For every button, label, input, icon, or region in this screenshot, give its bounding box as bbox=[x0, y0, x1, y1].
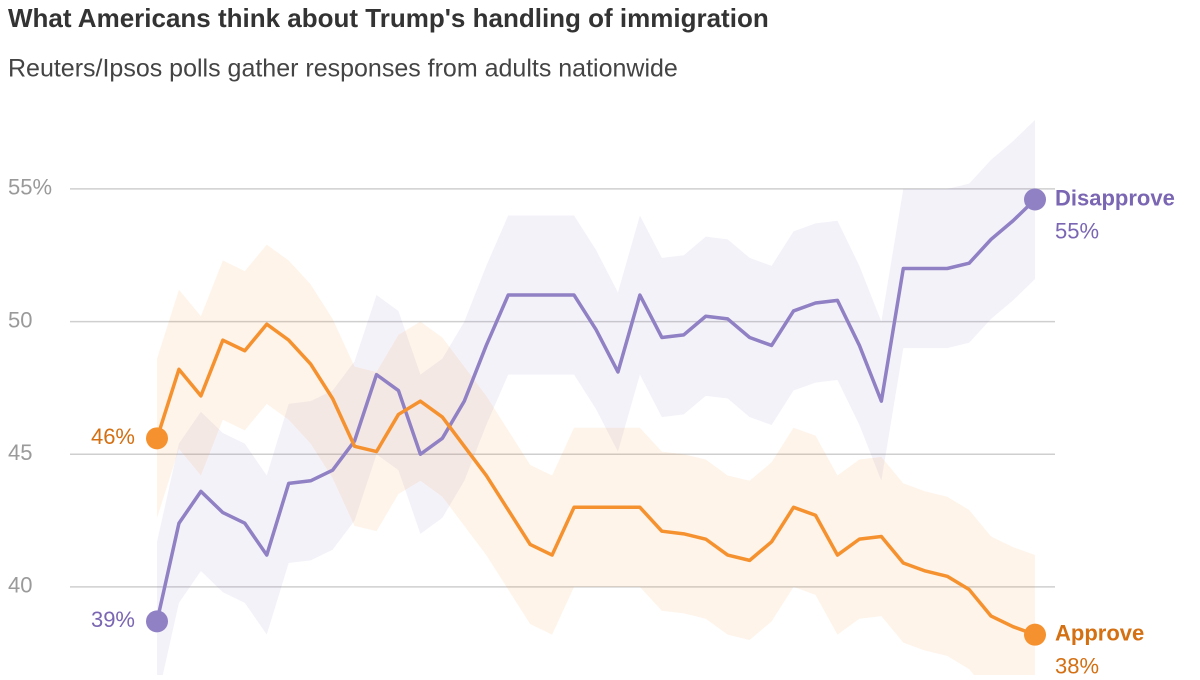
legend-label: Approve bbox=[1055, 620, 1144, 645]
chart-title: What Americans think about Trump's handl… bbox=[8, 3, 769, 33]
end-point bbox=[146, 427, 168, 450]
value-label: 39% bbox=[91, 607, 135, 632]
value-label: 38% bbox=[1055, 653, 1099, 675]
confidence-band bbox=[157, 119, 1035, 680]
y-tick-label: 50 bbox=[8, 307, 32, 332]
value-label: 55% bbox=[1055, 218, 1099, 243]
end-point bbox=[146, 610, 168, 633]
chart-subtitle: Reuters/Ipsos polls gather responses fro… bbox=[8, 55, 678, 83]
y-tick-label: 45 bbox=[8, 440, 32, 465]
y-tick-label: 55% bbox=[8, 175, 52, 200]
value-label: 46% bbox=[91, 424, 135, 449]
confidence-band bbox=[157, 244, 1035, 680]
legend-label: Disapprove bbox=[1055, 185, 1175, 210]
series-line bbox=[155, 322, 1036, 637]
end-point bbox=[1024, 188, 1046, 211]
y-tick-label: 40 bbox=[8, 573, 32, 598]
end-point bbox=[1024, 623, 1046, 646]
series-line bbox=[155, 198, 1037, 622]
